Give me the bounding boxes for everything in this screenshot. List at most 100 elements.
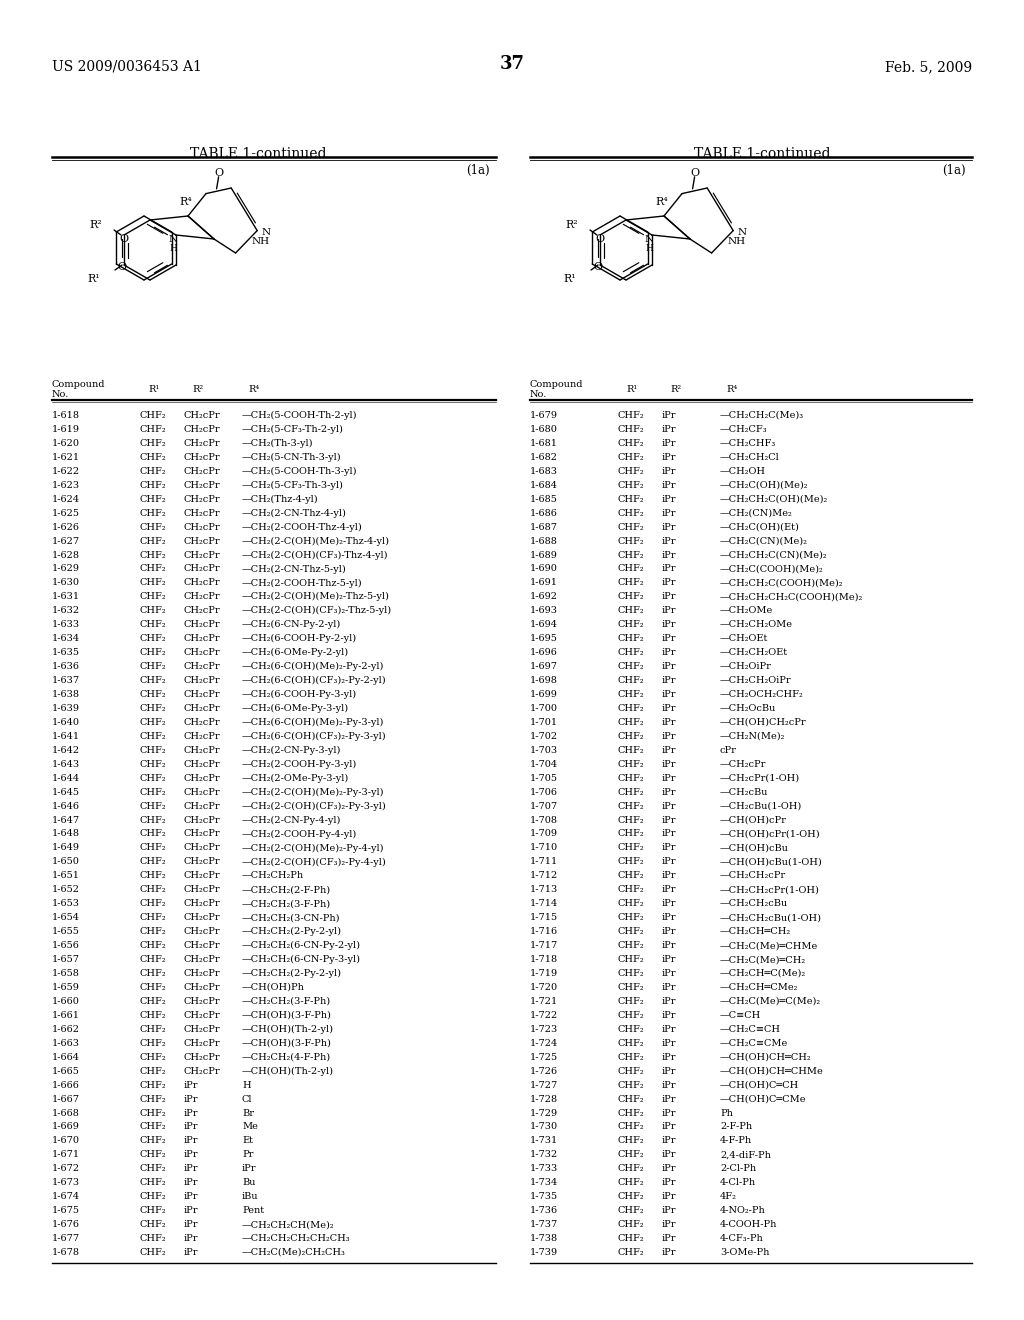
Text: —CH(OH)CH═CHMe: —CH(OH)CH═CHMe (720, 1067, 823, 1076)
Text: 1-632: 1-632 (52, 606, 80, 615)
Text: 1-695: 1-695 (530, 634, 558, 643)
Text: 1-724: 1-724 (530, 1039, 558, 1048)
Text: (1a): (1a) (942, 164, 966, 177)
Text: CHF₂: CHF₂ (140, 746, 167, 755)
Text: iPr: iPr (662, 495, 677, 504)
Text: —CH(OH)CH₂cPr: —CH(OH)CH₂cPr (720, 718, 807, 727)
Text: iPr: iPr (662, 774, 677, 783)
Text: iPr: iPr (662, 886, 677, 895)
Text: CHF₂: CHF₂ (618, 956, 645, 964)
Text: —CH₂CH₂(6-CN-Py-2-yl): —CH₂CH₂(6-CN-Py-2-yl) (242, 941, 361, 950)
Text: O: O (690, 168, 699, 178)
Text: 1-732: 1-732 (530, 1150, 558, 1159)
Text: iPr: iPr (662, 1094, 677, 1104)
Text: —CH₂C(Me)═C(Me)₂: —CH₂C(Me)═C(Me)₂ (720, 997, 821, 1006)
Text: iPr: iPr (662, 1137, 677, 1146)
Text: CHF₂: CHF₂ (618, 438, 645, 447)
Text: CHF₂: CHF₂ (618, 1179, 645, 1187)
Text: Compound: Compound (530, 380, 584, 389)
Text: CH₂cPr: CH₂cPr (184, 858, 220, 866)
Text: CHF₂: CHF₂ (140, 843, 167, 853)
Text: —CH₂(2-C(OH)(Me)₂-Thz-5-yl): —CH₂(2-C(OH)(Me)₂-Thz-5-yl) (242, 593, 390, 602)
Text: iPr: iPr (184, 1192, 199, 1201)
Text: CHF₂: CHF₂ (618, 1109, 645, 1118)
Text: CHF₂: CHF₂ (618, 690, 645, 700)
Text: —CH₂CH₂cBu: —CH₂CH₂cBu (720, 899, 788, 908)
Text: CH₂cPr: CH₂cPr (184, 536, 220, 545)
Text: 1-618: 1-618 (52, 411, 80, 420)
Text: —CH₂(2-CN-Py-4-yl): —CH₂(2-CN-Py-4-yl) (242, 816, 341, 825)
Text: iPr: iPr (662, 1024, 677, 1034)
Text: CH₂cPr: CH₂cPr (184, 593, 220, 602)
Text: 1-639: 1-639 (52, 704, 80, 713)
Text: iPr: iPr (662, 648, 677, 657)
Text: —C≡CH: —C≡CH (720, 1011, 761, 1020)
Text: CHF₂: CHF₂ (618, 899, 645, 908)
Text: 1-729: 1-729 (530, 1109, 558, 1118)
Text: —CH(OH)cPr(1-OH): —CH(OH)cPr(1-OH) (720, 829, 820, 838)
Text: —CH₂CH₂CH₂C(COOH)(Me)₂: —CH₂CH₂CH₂C(COOH)(Me)₂ (720, 593, 863, 602)
Text: 3-OMe-Ph: 3-OMe-Ph (720, 1247, 769, 1257)
Text: iPr: iPr (662, 731, 677, 741)
Text: —CH₂CH₂cPr(1-OH): —CH₂CH₂cPr(1-OH) (720, 886, 820, 895)
Text: 1-701: 1-701 (530, 718, 558, 727)
Text: CHF₂: CHF₂ (140, 816, 167, 825)
Text: NH: NH (251, 238, 269, 247)
Text: —CH₂CH₂(2-Py-2-yl): —CH₂CH₂(2-Py-2-yl) (242, 969, 342, 978)
Text: —CH₂(6-C(OH)(CF₃)₂-Py-3-yl): —CH₂(6-C(OH)(CF₃)₂-Py-3-yl) (242, 731, 387, 741)
Text: iPr: iPr (662, 690, 677, 700)
Text: 1-696: 1-696 (530, 648, 558, 657)
Text: —CH₂(2-CN-Py-3-yl): —CH₂(2-CN-Py-3-yl) (242, 746, 341, 755)
Text: 1-638: 1-638 (52, 690, 80, 700)
Text: 2-F-Ph: 2-F-Ph (720, 1122, 752, 1131)
Text: 1-635: 1-635 (52, 648, 80, 657)
Text: —CH₂(2-C(OH)(CF₃)-Thz-4-yl): —CH₂(2-C(OH)(CF₃)-Thz-4-yl) (242, 550, 388, 560)
Text: CHF₂: CHF₂ (618, 983, 645, 991)
Text: CHF₂: CHF₂ (618, 704, 645, 713)
Text: CH₂cPr: CH₂cPr (184, 495, 220, 504)
Text: iPr: iPr (662, 480, 677, 490)
Text: 1-686: 1-686 (530, 508, 558, 517)
Text: CH₂cPr: CH₂cPr (184, 899, 220, 908)
Text: 1-693: 1-693 (530, 606, 558, 615)
Text: CH₂cPr: CH₂cPr (184, 634, 220, 643)
Text: —CH₂CH₂(3-F-Ph): —CH₂CH₂(3-F-Ph) (242, 997, 331, 1006)
Text: 1-700: 1-700 (530, 704, 558, 713)
Text: NH: NH (727, 238, 745, 247)
Text: iPr: iPr (662, 913, 677, 923)
Text: CHF₂: CHF₂ (140, 634, 167, 643)
Text: CHF₂: CHF₂ (140, 1234, 167, 1243)
Text: 1-672: 1-672 (52, 1164, 80, 1173)
Text: 1-624: 1-624 (52, 495, 80, 504)
Text: CHF₂: CHF₂ (618, 467, 645, 475)
Text: CHF₂: CHF₂ (140, 676, 167, 685)
Text: 1-726: 1-726 (530, 1067, 558, 1076)
Text: TABLE 1-continued: TABLE 1-continued (693, 147, 830, 161)
Text: CH₂cPr: CH₂cPr (184, 941, 220, 950)
Text: —CH₂(Thz-4-yl): —CH₂(Thz-4-yl) (242, 495, 318, 504)
Text: CH₂cPr: CH₂cPr (184, 997, 220, 1006)
Text: CHF₂: CHF₂ (140, 774, 167, 783)
Text: CH₂cPr: CH₂cPr (184, 704, 220, 713)
Text: 4-NO₂-Ph: 4-NO₂-Ph (720, 1206, 766, 1216)
Text: CHF₂: CHF₂ (618, 1024, 645, 1034)
Text: —CH(OH)Ph: —CH(OH)Ph (242, 983, 305, 991)
Text: CHF₂: CHF₂ (140, 760, 167, 768)
Text: —CH₂CH₂Ph: —CH₂CH₂Ph (242, 871, 304, 880)
Text: —CH₂(2-COOH-Py-3-yl): —CH₂(2-COOH-Py-3-yl) (242, 760, 357, 768)
Text: 1-739: 1-739 (530, 1247, 558, 1257)
Text: 1-737: 1-737 (530, 1220, 558, 1229)
Text: —CH₂C(Me)═CHMe: —CH₂C(Me)═CHMe (720, 941, 818, 950)
Text: 37: 37 (500, 55, 524, 73)
Text: 1-694: 1-694 (530, 620, 558, 630)
Text: R¹: R¹ (626, 385, 637, 393)
Text: CHF₂: CHF₂ (618, 1164, 645, 1173)
Text: iPr: iPr (662, 746, 677, 755)
Text: CH₂cPr: CH₂cPr (184, 801, 220, 810)
Text: 1-626: 1-626 (52, 523, 80, 532)
Text: CHF₂: CHF₂ (140, 495, 167, 504)
Text: —CH(OH)(3-F-Ph): —CH(OH)(3-F-Ph) (242, 1039, 332, 1048)
Text: CH₂cPr: CH₂cPr (184, 663, 220, 671)
Text: CH₂cPr: CH₂cPr (184, 774, 220, 783)
Text: iPr: iPr (242, 1164, 256, 1173)
